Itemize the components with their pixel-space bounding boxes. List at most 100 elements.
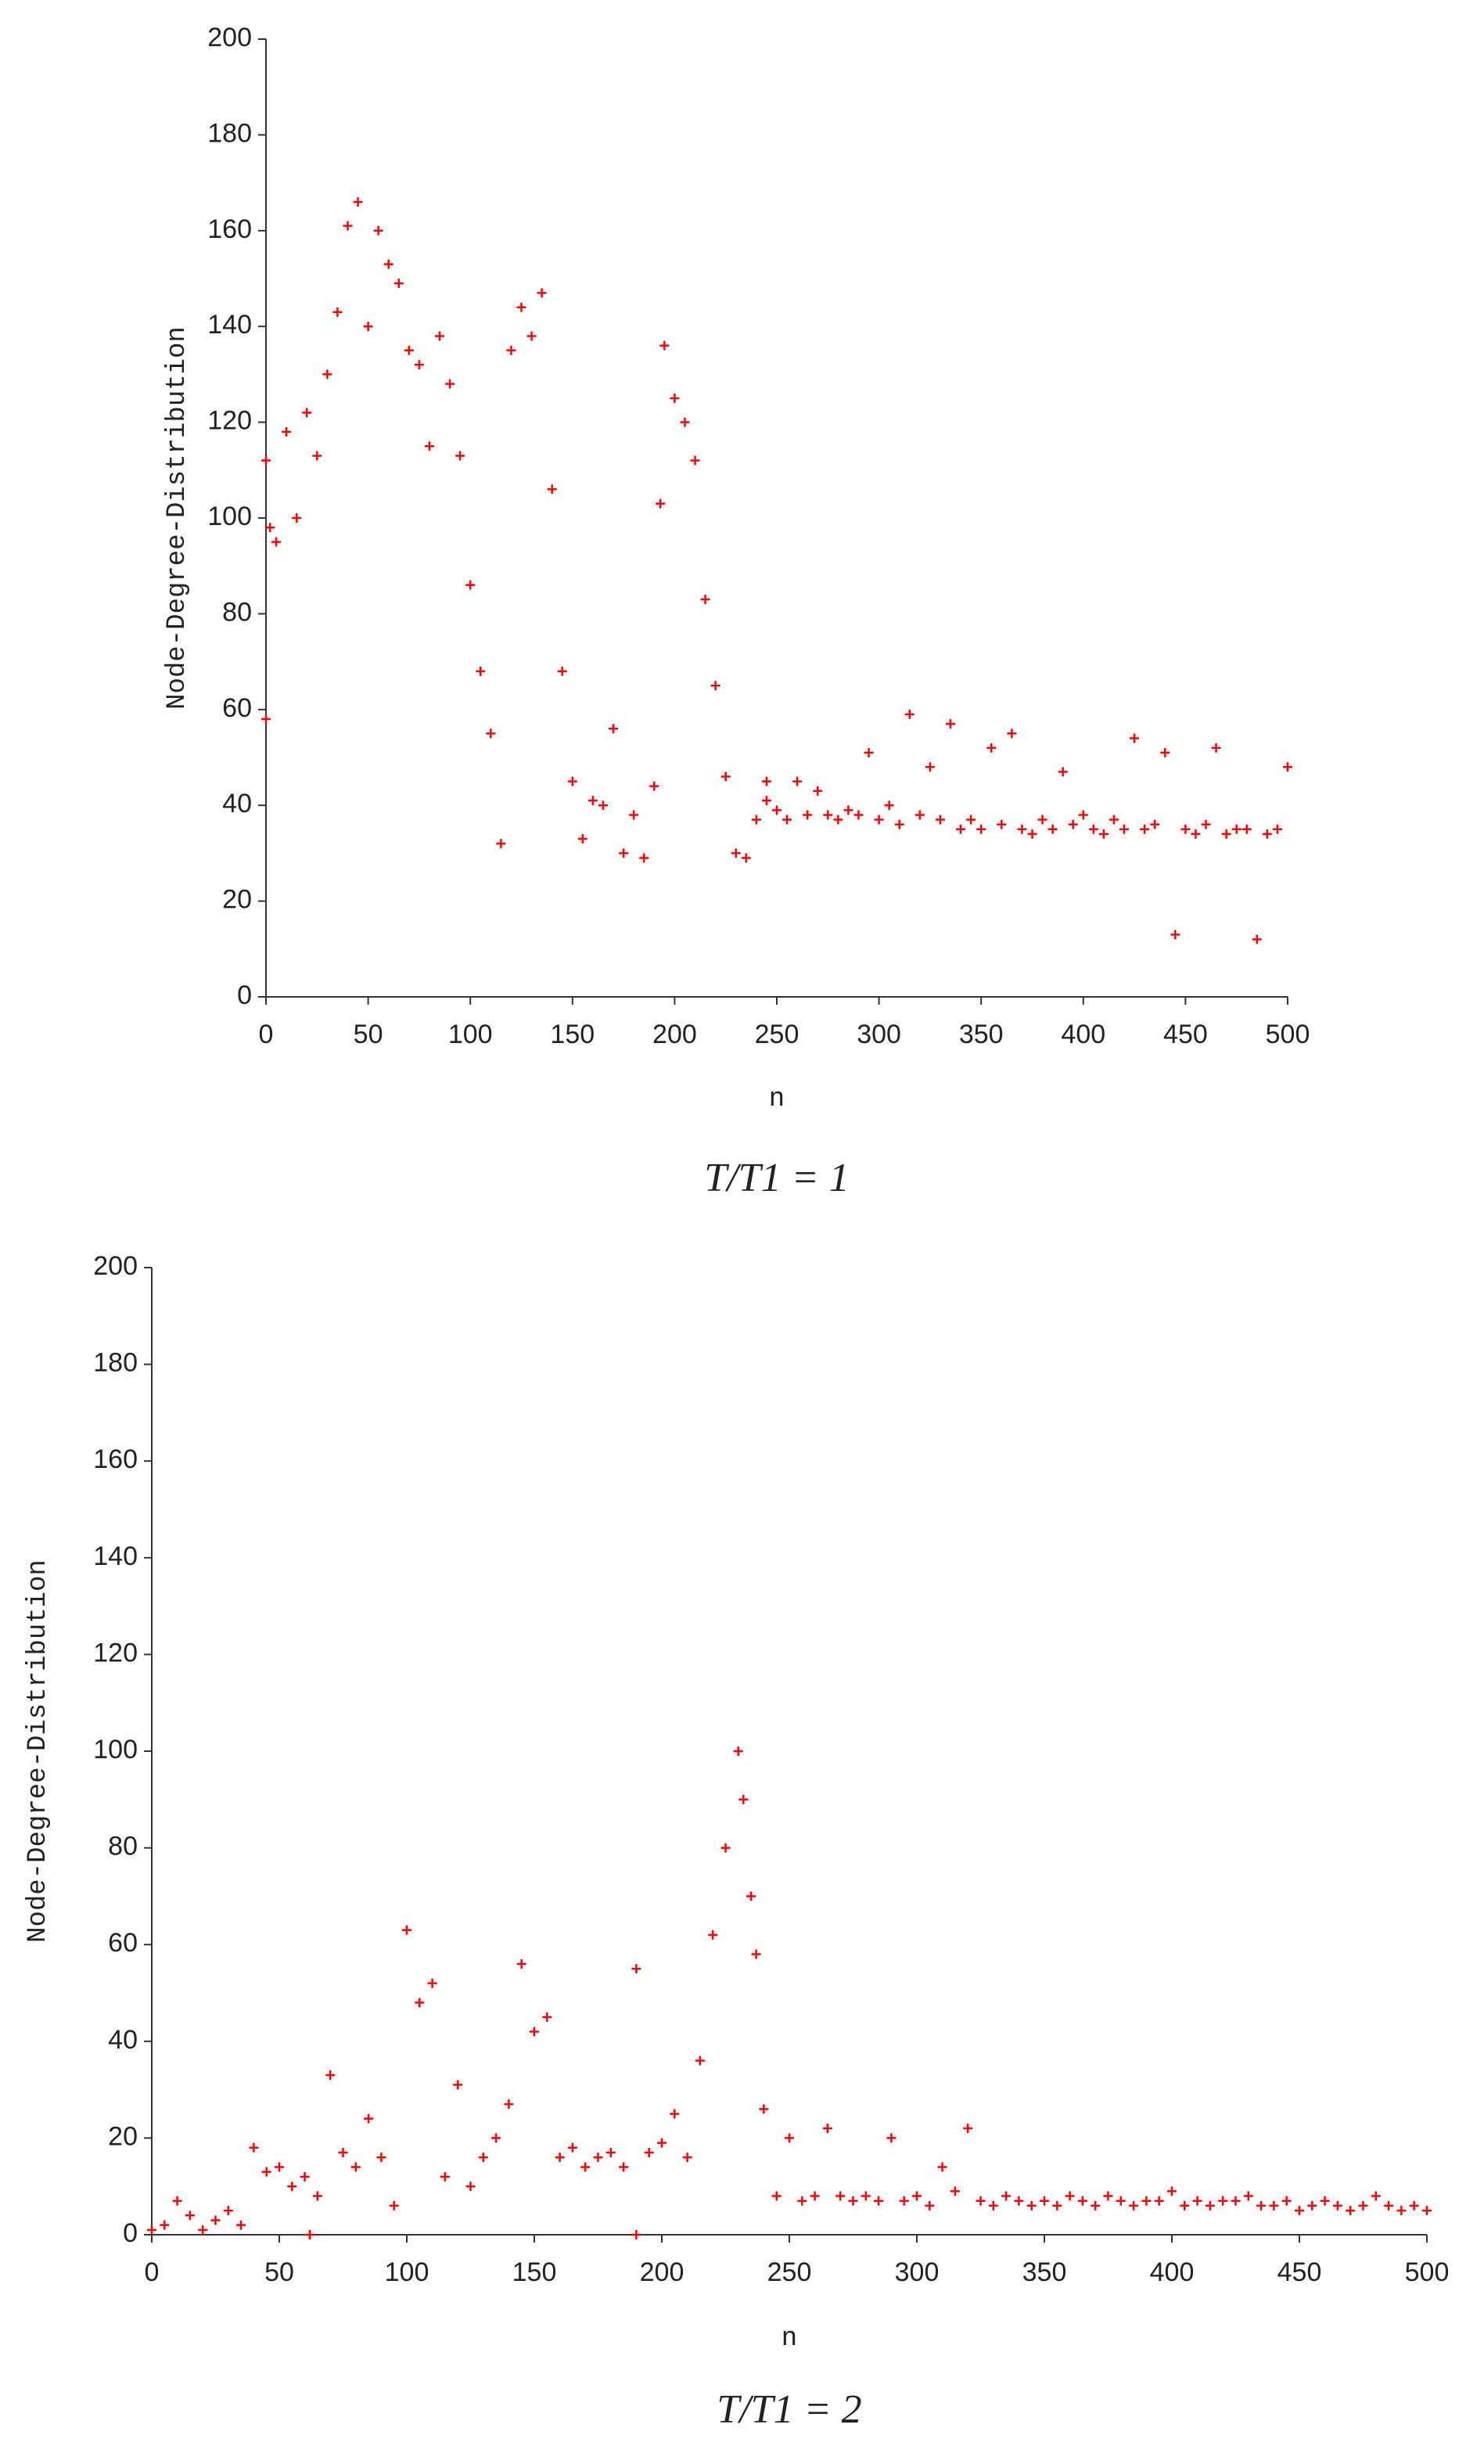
point (1141, 2196, 1152, 2206)
point (680, 417, 690, 427)
y-axis-label: Node-Degree-Distribution (23, 1559, 53, 1943)
point (1154, 2196, 1164, 2206)
x-tick-label: 350 (1022, 2257, 1067, 2287)
point (302, 408, 312, 418)
point (1384, 2200, 1394, 2210)
point (567, 2142, 577, 2153)
point (935, 815, 945, 825)
point (904, 709, 914, 719)
point (1243, 2191, 1253, 2201)
point (1192, 2196, 1202, 2206)
point (843, 805, 853, 815)
point (577, 834, 587, 844)
point (682, 2153, 692, 2163)
y-tick-label: 120 (207, 406, 252, 436)
point (950, 2186, 960, 2196)
point (496, 839, 506, 849)
point (1358, 2200, 1368, 2210)
point (305, 2230, 315, 2239)
point (708, 1930, 718, 1940)
y-tick-label: 20 (108, 2121, 138, 2151)
point (810, 2191, 820, 2201)
point (476, 666, 486, 676)
point (629, 810, 639, 820)
y-tick-label: 160 (207, 214, 252, 244)
point (1241, 824, 1252, 834)
y-tick-label: 100 (93, 1735, 138, 1764)
x-tick-label: 250 (767, 2257, 812, 2287)
point (172, 2196, 182, 2206)
point (300, 2171, 310, 2182)
point (287, 2182, 297, 2192)
point (631, 1964, 641, 1974)
point (363, 322, 373, 332)
x-tick-label: 350 (959, 1020, 1004, 1049)
point (580, 2162, 591, 2172)
point (1047, 824, 1058, 834)
x-tick-label: 0 (145, 2257, 160, 2287)
point (312, 2191, 322, 2201)
point (271, 537, 282, 547)
point (537, 288, 547, 298)
point (853, 810, 864, 820)
point (874, 815, 884, 825)
point (445, 379, 455, 389)
point (738, 1794, 749, 1804)
point (670, 2109, 680, 2119)
point (772, 805, 782, 815)
point (1211, 743, 1221, 753)
point (435, 331, 445, 341)
point (639, 853, 649, 863)
point (547, 484, 557, 495)
y-axis-label: Node-Degree-Distribution (163, 326, 192, 710)
point (874, 2196, 884, 2206)
point (1409, 2200, 1419, 2210)
point (343, 221, 353, 231)
x-tick-label: 100 (385, 2257, 429, 2287)
x-tick-label: 500 (1266, 1020, 1310, 1049)
point (530, 2027, 539, 2037)
point (659, 340, 670, 351)
point (1091, 2200, 1101, 2210)
point (1272, 824, 1282, 834)
point (861, 2191, 871, 2201)
point (1422, 2206, 1432, 2216)
point (373, 225, 383, 236)
point (198, 2225, 208, 2235)
point (1218, 2196, 1228, 2206)
y-tick-label: 100 (207, 502, 252, 531)
point (976, 2196, 986, 2206)
x-axis-label: n (769, 1085, 785, 1114)
point (325, 2070, 336, 2081)
point (761, 776, 771, 786)
point (656, 498, 666, 509)
point (1262, 829, 1272, 839)
point (1119, 824, 1130, 834)
point (1281, 2196, 1292, 2206)
point (414, 360, 424, 370)
point (1068, 819, 1078, 829)
point (567, 776, 577, 786)
point (292, 513, 302, 523)
point (275, 2162, 284, 2172)
point (322, 369, 332, 379)
point (465, 580, 476, 590)
point (963, 2124, 973, 2134)
point (1170, 930, 1180, 940)
point (835, 2191, 846, 2201)
point (1396, 2206, 1407, 2216)
x-tick-label: 300 (857, 1020, 901, 1049)
point (415, 1998, 425, 2008)
point (236, 2220, 246, 2230)
point (1129, 2200, 1139, 2210)
point (731, 848, 741, 858)
point (823, 810, 833, 820)
point (690, 455, 700, 466)
point (1283, 762, 1292, 772)
point (1077, 2196, 1087, 2206)
point (404, 345, 414, 355)
point (440, 2171, 450, 2182)
y-tick-label: 160 (93, 1444, 138, 1474)
point (1014, 2196, 1024, 2206)
